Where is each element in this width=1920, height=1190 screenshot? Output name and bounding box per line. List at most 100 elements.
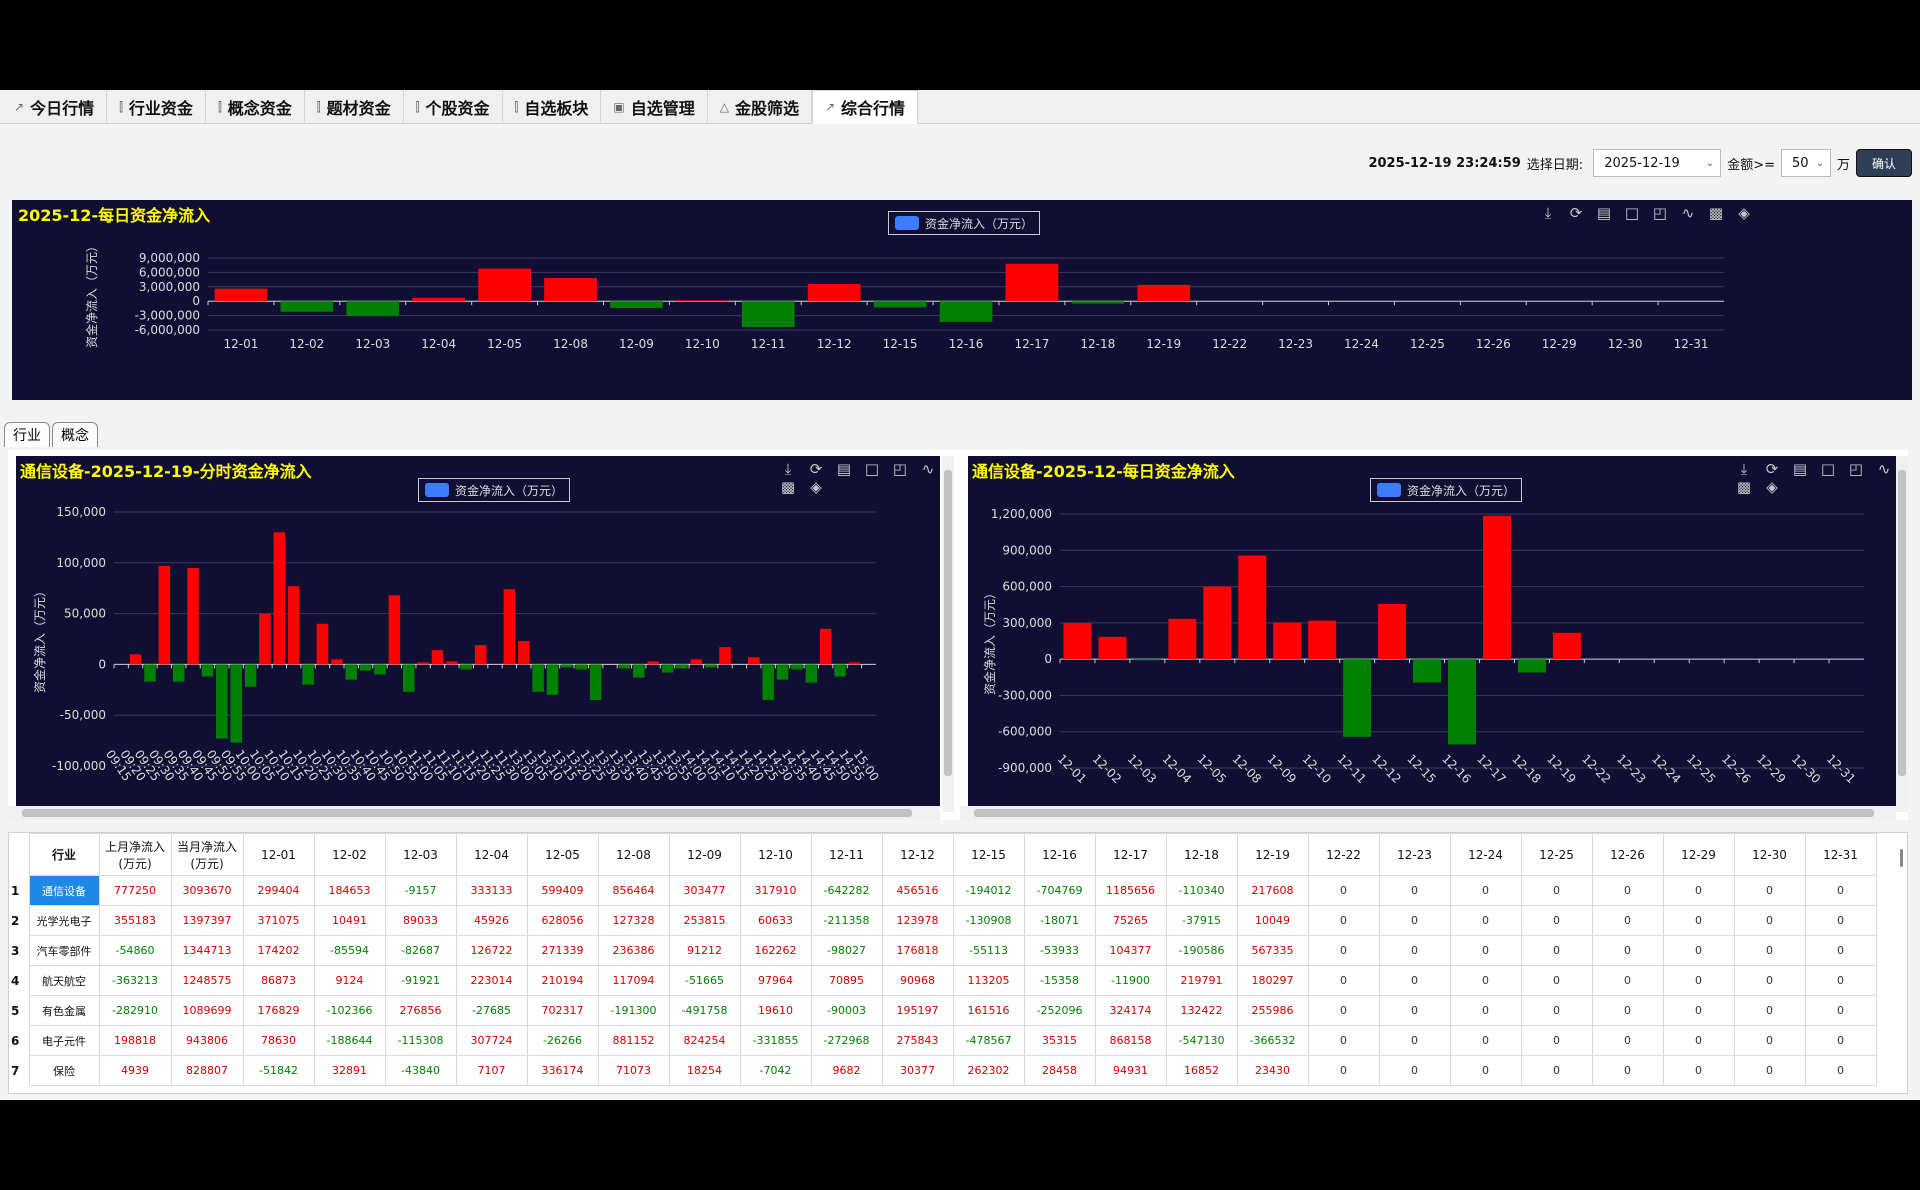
value-cell[interactable]: 161516	[952, 995, 1025, 1026]
value-cell[interactable]: -37915	[1165, 905, 1238, 936]
table-row[interactable]: 1 通信设备 777250 3093670 299404 184653 -9157 33313…	[9, 875, 1877, 906]
value-cell[interactable]: 0	[1591, 995, 1664, 1026]
value-cell[interactable]: 0	[1662, 905, 1735, 936]
chart-legend[interactable]: 资金净流入（万元）	[418, 478, 571, 502]
value-cell[interactable]: 0	[1378, 875, 1451, 906]
industry-name-cell[interactable]: 电子元件	[28, 1025, 100, 1056]
right-horizontal-scrollbar[interactable]	[960, 806, 1896, 820]
value-cell[interactable]: 132422	[1165, 995, 1238, 1026]
column-header[interactable]: 行业	[28, 833, 100, 876]
bar-chart-icon[interactable]: ▩	[1736, 478, 1752, 496]
chart-legend[interactable]: 资金净流入（万元）	[1370, 478, 1523, 502]
scrollbar-thumb[interactable]	[974, 809, 1874, 817]
value-cell[interactable]: -191300	[597, 995, 670, 1026]
value-cell[interactable]: 32891	[313, 1055, 386, 1086]
value-cell[interactable]: 456516	[881, 875, 954, 906]
value-cell[interactable]: 0	[1591, 1055, 1664, 1086]
value-cell[interactable]: 0	[1449, 1025, 1522, 1056]
value-cell[interactable]: 195197	[881, 995, 954, 1026]
value-cell[interactable]: -110340	[1165, 875, 1238, 906]
download-icon[interactable]: ⤓	[784, 460, 792, 478]
value-cell[interactable]: -51842	[242, 1055, 315, 1086]
column-header[interactable]: 12-09	[668, 833, 741, 876]
value-cell[interactable]: 0	[1307, 935, 1380, 966]
value-cell[interactable]: 184653	[313, 875, 386, 906]
value-cell[interactable]: 0	[1520, 875, 1593, 906]
value-cell[interactable]: 824254	[668, 1025, 741, 1056]
value-cell[interactable]: 0	[1591, 935, 1664, 966]
table-vertical-scrollbar[interactable]	[1895, 833, 1907, 1093]
left-vertical-scrollbar[interactable]	[942, 456, 954, 812]
value-cell[interactable]: 0	[1804, 905, 1877, 936]
column-header[interactable]: 12-25	[1520, 833, 1593, 876]
value-cell[interactable]: 0	[1520, 935, 1593, 966]
value-cell[interactable]: 127328	[597, 905, 670, 936]
value-cell[interactable]: 0	[1733, 1055, 1806, 1086]
value-cell[interactable]: 3093670	[170, 875, 244, 906]
value-cell[interactable]: 4939	[98, 1055, 172, 1086]
value-cell[interactable]: 599409	[526, 875, 599, 906]
value-cell[interactable]: 1185656	[1094, 875, 1167, 906]
value-cell[interactable]: 0	[1307, 965, 1380, 996]
value-cell[interactable]: 1344713	[170, 935, 244, 966]
value-cell[interactable]: -282910	[98, 995, 172, 1026]
table-row[interactable]: 2 光学光电子 355183 1397397 371075 10491 89033 45926…	[9, 905, 1877, 936]
value-cell[interactable]: 113205	[952, 965, 1025, 996]
tab-0[interactable]: ↗ 今日行情	[2, 90, 108, 124]
value-cell[interactable]: 0	[1520, 965, 1593, 996]
value-cell[interactable]: -85594	[313, 935, 386, 966]
column-header[interactable]: 12-31	[1804, 833, 1877, 876]
table-row[interactable]: 7 保险 4939 828807 -51842 32891 -43840 7107 336174…	[9, 1055, 1877, 1086]
value-cell[interactable]: 35315	[1023, 1025, 1096, 1056]
value-cell[interactable]: 828807	[170, 1055, 244, 1086]
value-cell[interactable]: 89033	[384, 905, 457, 936]
value-cell[interactable]: 104377	[1094, 935, 1167, 966]
left-horizontal-scrollbar[interactable]	[8, 806, 940, 820]
column-header[interactable]: 12-01	[242, 833, 315, 876]
tab-5[interactable]: ⫿ 自选板块	[503, 90, 602, 124]
column-header[interactable]: 12-12	[881, 833, 954, 876]
refresh-icon[interactable]: ⟳	[1765, 460, 1779, 478]
value-cell[interactable]: 0	[1520, 905, 1593, 936]
value-cell[interactable]: -26266	[526, 1025, 599, 1056]
industry-name-cell[interactable]: 汽车零部件	[28, 935, 100, 966]
value-cell[interactable]: 777250	[98, 875, 172, 906]
value-cell[interactable]: -15358	[1023, 965, 1096, 996]
tab-3[interactable]: ⫿ 题材资金	[305, 90, 404, 124]
value-cell[interactable]: 0	[1733, 905, 1806, 936]
value-cell[interactable]: 868158	[1094, 1025, 1167, 1056]
value-cell[interactable]: 0	[1307, 905, 1380, 936]
column-header[interactable]: 上月净流入 (万元)	[98, 833, 172, 876]
data-view-icon[interactable]: ▤	[1596, 204, 1612, 222]
column-header[interactable]: 12-16	[1023, 833, 1096, 876]
tab-8[interactable]: ↗ 综合行情	[811, 90, 919, 124]
industry-name-cell[interactable]: 通信设备	[28, 875, 100, 906]
value-cell[interactable]: 0	[1733, 875, 1806, 906]
value-cell[interactable]: 275843	[881, 1025, 954, 1056]
value-cell[interactable]: 0	[1662, 1025, 1735, 1056]
value-cell[interactable]: 276856	[384, 995, 457, 1026]
tab-7[interactable]: △ 金股筛选	[708, 90, 812, 124]
value-cell[interactable]: 0	[1733, 935, 1806, 966]
value-cell[interactable]: 28458	[1023, 1055, 1096, 1086]
data-view-icon[interactable]: ▤	[836, 460, 852, 478]
value-cell[interactable]: -194012	[952, 875, 1025, 906]
value-cell[interactable]: 255986	[1236, 995, 1309, 1026]
chart-legend[interactable]: 资金净流入（万元）	[888, 211, 1041, 235]
value-cell[interactable]: 16852	[1165, 1055, 1238, 1086]
value-cell[interactable]: -547130	[1165, 1025, 1238, 1056]
industry-name-cell[interactable]: 航天航空	[28, 965, 100, 996]
value-cell[interactable]: 0	[1520, 1025, 1593, 1056]
value-cell[interactable]: 355183	[98, 905, 172, 936]
tab-concept[interactable]: 概念	[52, 422, 98, 447]
tab-2[interactable]: ⫿ 概念资金	[206, 90, 305, 124]
value-cell[interactable]: 0	[1804, 935, 1877, 966]
value-cell[interactable]: 198818	[98, 1025, 172, 1056]
value-cell[interactable]: 336174	[526, 1055, 599, 1086]
value-cell[interactable]: 219791	[1165, 965, 1238, 996]
zoom-reset-icon[interactable]: ◰	[1848, 460, 1864, 478]
value-cell[interactable]: 0	[1804, 965, 1877, 996]
tab-4[interactable]: ⫿ 个股资金	[404, 90, 503, 124]
value-cell[interactable]: 0	[1378, 1055, 1451, 1086]
value-cell[interactable]: -491758	[668, 995, 741, 1026]
